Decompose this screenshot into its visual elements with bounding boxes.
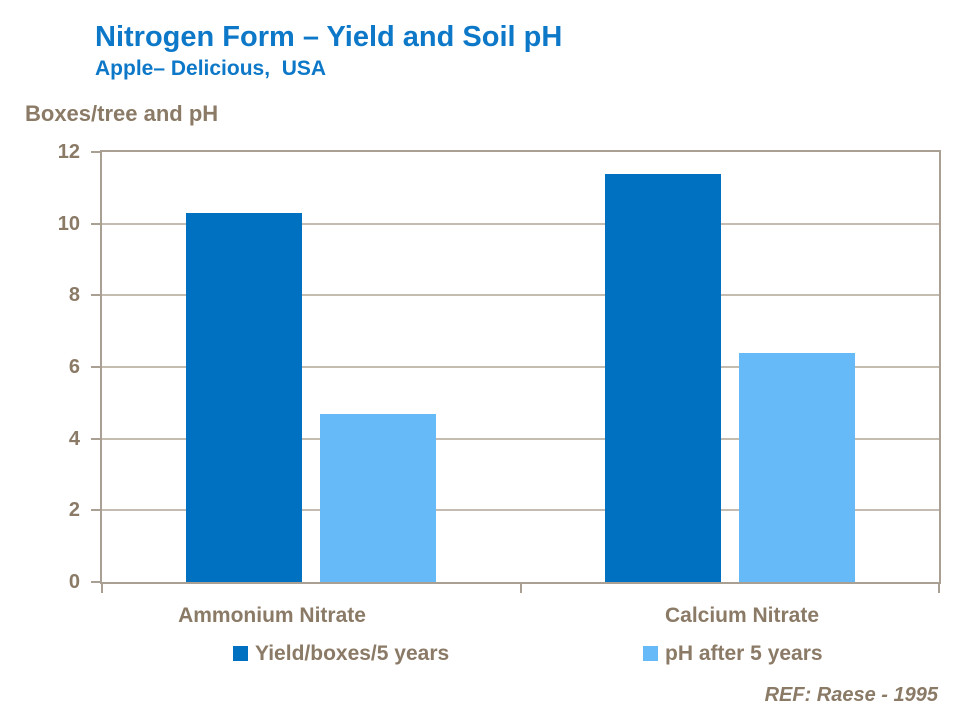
legend-swatch-icon <box>643 646 658 661</box>
legend-label: pH after 5 years <box>665 642 823 665</box>
reference-note: REF: Raese - 1995 <box>764 684 938 706</box>
legend-item-yield: Yield/boxes/5 years <box>233 642 449 668</box>
gridline-y-8 <box>102 294 939 297</box>
legend-label: Yield/boxes/5 years <box>255 642 450 665</box>
y-tick-label-6: 6 <box>68 356 80 378</box>
gridline-y-10 <box>102 222 939 225</box>
x-tick-mark-0 <box>101 584 103 593</box>
x-tick-mark-2 <box>938 584 940 593</box>
y-tick-label-10: 10 <box>57 212 80 235</box>
chart-subtitle: Apple– Delicious, USA <box>95 57 327 80</box>
y-tick-mark-4 <box>91 437 100 440</box>
y-tick-mark-0 <box>91 581 100 583</box>
plot-area <box>100 150 941 584</box>
gridline-y-2 <box>102 509 939 512</box>
y-tick-label-2: 2 <box>68 499 80 522</box>
y-axis-title: Boxes/tree and pH <box>25 101 219 126</box>
bar-ph-ammonium-nitrate <box>320 413 437 582</box>
y-tick-label-4: 4 <box>68 427 80 450</box>
y-tick-label-0: 0 <box>68 571 80 593</box>
legend-item-ph: pH after 5 years <box>643 642 823 668</box>
category-label-ammonium-nitrate: Ammonium Nitrate <box>178 604 366 627</box>
category-label-calcium-nitrate: Calcium Nitrate <box>664 604 820 627</box>
y-tick-mark-8 <box>91 294 100 297</box>
legend-swatch-icon <box>233 646 248 661</box>
y-tick-mark-6 <box>91 366 100 368</box>
y-tick-mark-2 <box>91 509 100 512</box>
chart-title: Nitrogen Form – Yield and Soil pH <box>95 21 563 53</box>
gridline-y-4 <box>102 437 939 440</box>
bar-yield-calcium-nitrate <box>604 173 721 582</box>
y-tick-mark-12 <box>91 151 100 153</box>
y-tick-label-12: 12 <box>57 141 80 163</box>
bar-ph-calcium-nitrate <box>738 352 855 582</box>
y-tick-mark-10 <box>91 222 100 225</box>
x-tick-mark-1 <box>519 584 522 593</box>
y-tick-label-8: 8 <box>68 284 80 307</box>
gridline-y-6 <box>102 366 939 368</box>
bar-yield-ammonium-nitrate <box>186 212 303 582</box>
